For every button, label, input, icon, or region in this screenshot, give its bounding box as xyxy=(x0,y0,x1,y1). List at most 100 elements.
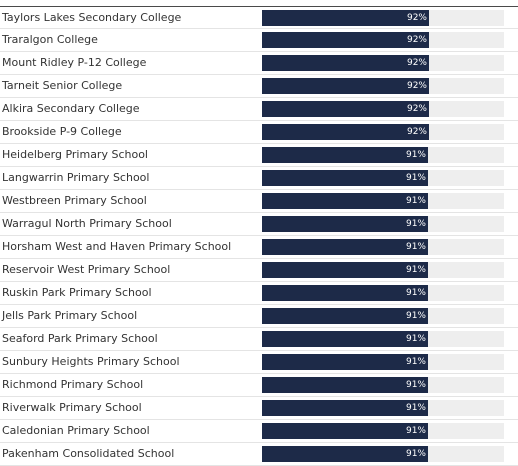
category-label: Alkira Secondary College xyxy=(2,102,140,115)
value-label: 92% xyxy=(406,81,427,91)
value-label: 91% xyxy=(405,334,426,344)
bar-track: 92% xyxy=(262,32,504,48)
category-label: Seaford Park Primary School xyxy=(2,332,158,345)
chart-row: Traralgon College 92% xyxy=(0,29,518,52)
bar xyxy=(262,10,429,26)
bar xyxy=(262,308,428,324)
bar xyxy=(262,354,428,370)
bar-track: 91% xyxy=(262,285,504,301)
chart-row: Tarneit Senior College 92% xyxy=(0,75,518,98)
bar-track: 91% xyxy=(262,377,504,393)
chart-row: Jells Park Primary School 91% xyxy=(0,305,518,328)
value-label: 92% xyxy=(406,35,427,45)
bar-track: 91% xyxy=(262,331,504,347)
category-label: Riverwalk Primary School xyxy=(2,401,142,414)
bar-track: 91% xyxy=(262,446,504,462)
bar-track: 92% xyxy=(262,78,504,94)
value-label: 91% xyxy=(405,265,426,275)
category-label: Heidelberg Primary School xyxy=(2,148,148,161)
chart-row: Warragul North Primary School 91% xyxy=(0,213,518,236)
value-label: 91% xyxy=(405,449,426,459)
chart-row: Riverwalk Primary School 91% xyxy=(0,397,518,420)
bar xyxy=(262,193,428,209)
value-label: 91% xyxy=(405,196,426,206)
bar xyxy=(262,147,428,163)
bar xyxy=(262,101,429,117)
category-label: Sunbury Heights Primary School xyxy=(2,355,180,368)
bar xyxy=(262,170,428,186)
bar-track: 91% xyxy=(262,216,504,232)
chart-row: Seaford Park Primary School 91% xyxy=(0,328,518,351)
value-label: 91% xyxy=(405,219,426,229)
bar xyxy=(262,239,428,255)
category-label: Caledonian Primary School xyxy=(2,424,150,437)
bar xyxy=(262,216,428,232)
bar xyxy=(262,262,428,278)
chart-row: Ruskin Park Primary School 91% xyxy=(0,282,518,305)
value-label: 92% xyxy=(406,104,427,114)
chart-row: Caledonian Primary School 91% xyxy=(0,420,518,443)
value-label: 92% xyxy=(406,127,427,137)
value-label: 91% xyxy=(405,150,426,160)
chart-row: Brookside P-9 College 92% xyxy=(0,121,518,144)
bar-track: 91% xyxy=(262,308,504,324)
value-label: 92% xyxy=(406,58,427,68)
chart-row: Taylors Lakes Secondary College 92% xyxy=(0,6,518,29)
bar-track: 91% xyxy=(262,354,504,370)
value-label: 91% xyxy=(405,403,426,413)
bar xyxy=(262,331,428,347)
bar xyxy=(262,423,428,439)
category-label: Jells Park Primary School xyxy=(2,309,138,322)
chart-row: Richmond Primary School 91% xyxy=(0,374,518,397)
value-label: 91% xyxy=(405,357,426,367)
value-label: 92% xyxy=(406,13,427,23)
category-label: Traralgon College xyxy=(2,33,98,46)
value-label: 91% xyxy=(405,173,426,183)
category-label: Taylors Lakes Secondary College xyxy=(2,11,182,24)
bar-track: 92% xyxy=(262,124,504,140)
value-label: 91% xyxy=(405,426,426,436)
chart-row: Langwarrin Primary School 91% xyxy=(0,167,518,190)
value-label: 91% xyxy=(405,288,426,298)
category-label: Ruskin Park Primary School xyxy=(2,286,152,299)
bar-track: 91% xyxy=(262,193,504,209)
bar xyxy=(262,55,429,71)
chart-row: Heidelberg Primary School 91% xyxy=(0,144,518,167)
category-label: Westbreen Primary School xyxy=(2,194,147,207)
category-label: Richmond Primary School xyxy=(2,378,144,391)
bar xyxy=(262,377,428,393)
bar xyxy=(262,78,429,94)
chart-row: Reservoir West Primary School 91% xyxy=(0,259,518,282)
bar xyxy=(262,124,429,140)
category-label: Langwarrin Primary School xyxy=(2,171,150,184)
bar xyxy=(262,285,428,301)
category-label: Horsham West and Haven Primary School xyxy=(2,240,232,253)
category-label: Brookside P-9 College xyxy=(2,125,122,138)
chart-row: Westbreen Primary School 91% xyxy=(0,190,518,213)
chart-row: Alkira Secondary College 92% xyxy=(0,98,518,121)
bar xyxy=(262,400,428,416)
category-label: Warragul North Primary School xyxy=(2,217,172,230)
category-label: Pakenham Consolidated School xyxy=(2,447,175,460)
bar-track: 91% xyxy=(262,170,504,186)
chart-row: Pakenham Consolidated School 91% xyxy=(0,443,518,466)
bar-track: 91% xyxy=(262,400,504,416)
bar-track: 91% xyxy=(262,147,504,163)
chart-row: Mount Ridley P-12 College 92% xyxy=(0,52,518,75)
bar-track: 92% xyxy=(262,55,504,71)
value-label: 91% xyxy=(405,242,426,252)
bar-track: 91% xyxy=(262,262,504,278)
bar-track: 91% xyxy=(262,239,504,255)
chart-row: Sunbury Heights Primary School 91% xyxy=(0,351,518,374)
bar xyxy=(262,446,428,462)
value-label: 91% xyxy=(405,380,426,390)
category-label: Tarneit Senior College xyxy=(2,79,123,92)
bar-track: 92% xyxy=(262,10,504,26)
bar-track: 91% xyxy=(262,423,504,439)
bar xyxy=(262,32,429,48)
value-label: 91% xyxy=(405,311,426,321)
category-label: Reservoir West Primary School xyxy=(2,263,171,276)
category-label: Mount Ridley P-12 College xyxy=(2,56,147,69)
chart-row: Horsham West and Haven Primary School 91% xyxy=(0,236,518,259)
